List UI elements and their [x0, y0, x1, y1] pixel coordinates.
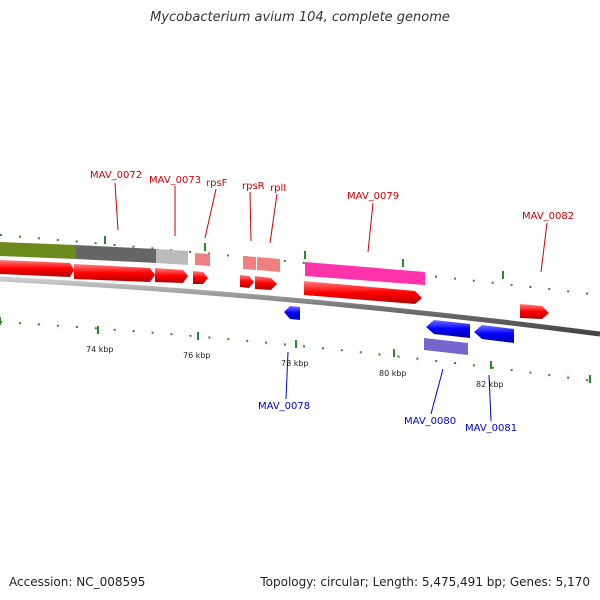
feature-block-olive — [0, 242, 76, 259]
gene-label-MAV_0072: MAV_0072 — [90, 170, 142, 181]
gene-label-MAV_0081: MAV_0081 — [465, 423, 517, 434]
forward-gene-arrow — [74, 264, 155, 282]
gene-label-MAV_0073: MAV_0073 — [149, 175, 201, 186]
major-ticks — [0, 236, 591, 383]
label-leaders-reverse — [285, 351, 492, 422]
gene-label-rplI: rplI — [270, 183, 286, 194]
gene-label-MAV_0079: MAV_0079 — [347, 191, 399, 202]
feature-block-gray — [76, 245, 156, 263]
forward-gene-arrow — [155, 268, 188, 283]
feature-block-rpsR — [243, 256, 256, 270]
tick-label-74kbp: 74 kbp — [86, 345, 114, 354]
feature-block-rplI — [257, 257, 280, 272]
forward-gene-arrow — [240, 275, 254, 288]
feature-track — [0, 242, 425, 285]
label-leaders-forward — [114, 182, 548, 273]
forward-gene-arrow — [304, 281, 422, 304]
gene-label-rpsR: rpsR — [242, 181, 265, 192]
accession-text: Accession: NC_008595 — [9, 575, 146, 589]
reverse-gene-arrow — [426, 320, 470, 338]
forward-gene-arrow — [193, 271, 208, 284]
genome-summary-text: Topology: circular; Length: 5,475,491 bp… — [260, 575, 590, 589]
reverse-strand-genes — [284, 306, 514, 355]
gene-label-MAV_0082: MAV_0082 — [522, 211, 574, 222]
tick-label-76kbp: 76 kbp — [183, 351, 211, 360]
feature-block-rpsF — [195, 253, 210, 266]
forward-strand-genes — [0, 260, 549, 319]
forward-gene-arrow — [0, 260, 74, 277]
reverse-gene-arrow — [284, 306, 300, 320]
gene-label-rpsF: rpsF — [206, 178, 228, 189]
feature-block-MAV_0079 — [305, 262, 425, 285]
tick-label-80kbp: 80 kbp — [379, 369, 407, 378]
reverse-gene-arrow — [474, 325, 514, 343]
gene-label-MAV_0080: MAV_0080 — [404, 416, 456, 427]
gene-label-MAV_0078: MAV_0078 — [258, 401, 310, 412]
forward-gene-arrow — [520, 304, 549, 319]
reverse-feature-block-MAV_0080 — [424, 338, 468, 355]
feature-block-lightgray — [156, 249, 188, 265]
map-title: Mycobacterium avium 104, complete genome — [150, 10, 450, 25]
tick-label-78kbp: 78 kbp — [281, 359, 309, 368]
genome-backbone — [0, 276, 600, 337]
forward-gene-arrow — [255, 276, 277, 290]
